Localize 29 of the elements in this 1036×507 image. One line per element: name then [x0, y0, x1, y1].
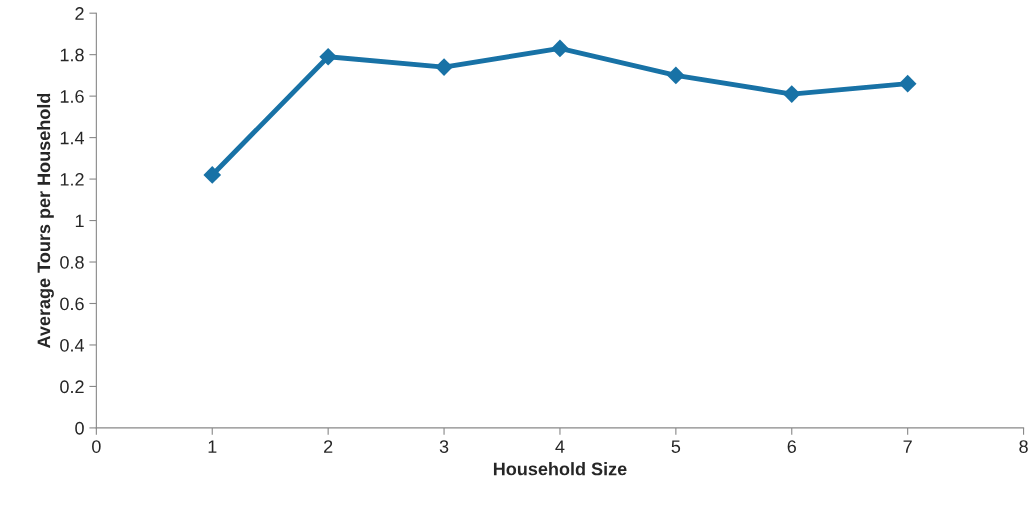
x-tick-label: 8	[1019, 440, 1028, 453]
x-tick-label: 6	[787, 440, 796, 453]
point	[435, 58, 453, 76]
x-tick-label: 5	[671, 440, 681, 453]
point	[203, 166, 222, 184]
x-tick-label: 3	[439, 440, 449, 453]
y-tick-label: 0.2	[60, 380, 84, 394]
x-axis-title: Household Size	[493, 462, 627, 476]
y-tick-label: 0	[75, 421, 84, 435]
point	[319, 47, 337, 66]
y-tick-label: 1.2	[60, 173, 84, 186]
y-tick-label: 1.4	[60, 131, 85, 145]
y-tick-label: 0.4	[60, 338, 85, 352]
point	[782, 85, 801, 103]
y-tick-label: 2	[75, 7, 84, 20]
y-tick-label: 0.8	[60, 255, 84, 269]
point	[667, 66, 685, 85]
y-tick-label: 1.8	[60, 48, 84, 62]
y-tick-label: 0.6	[60, 297, 84, 311]
x-tick-label: 4	[555, 440, 565, 453]
y-tick-label: 1.6	[60, 90, 84, 103]
x-tick-label: 0	[92, 440, 101, 453]
point	[898, 74, 917, 93]
point	[551, 39, 569, 58]
y-axis-title: Average Tours per Household	[36, 93, 54, 349]
x-tick-label: 1	[208, 440, 217, 453]
y-tick-label: 1	[75, 214, 84, 228]
x-tick-label: 2	[324, 440, 333, 453]
x-tick-label: 7	[903, 440, 912, 453]
